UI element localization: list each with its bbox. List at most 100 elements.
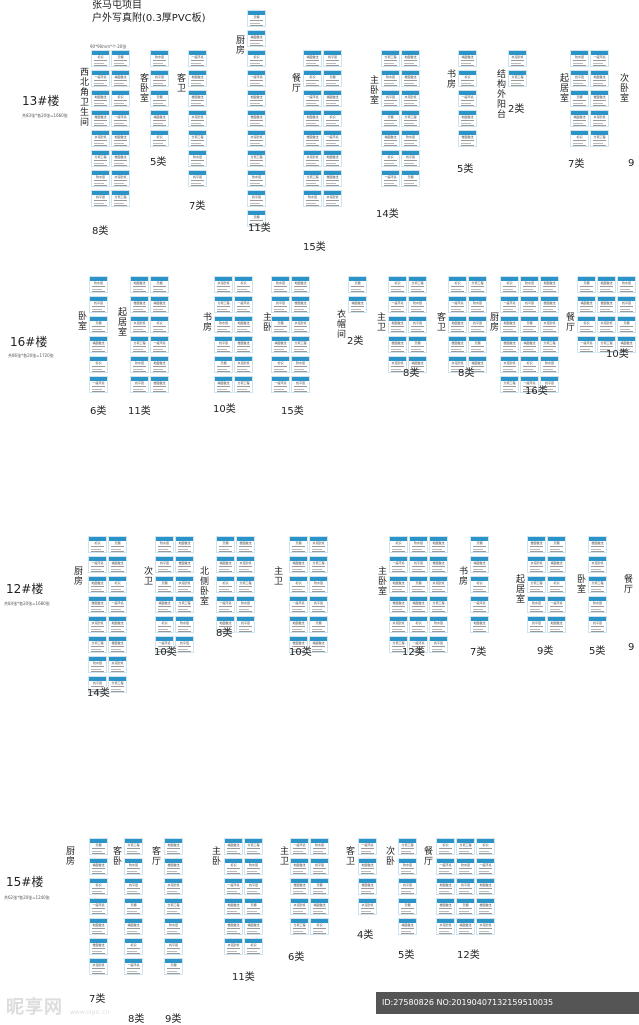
sign-card-header <box>156 597 173 601</box>
sign-card-header <box>112 91 129 95</box>
sign-card-header <box>90 377 107 381</box>
sign-card-title: 水泥砂浆 <box>591 561 604 565</box>
sign-card-text-line <box>153 142 163 144</box>
sign-card-text-line <box>250 182 260 184</box>
sign-card-text-line <box>523 366 536 368</box>
sign-card-text-line <box>237 326 250 328</box>
sign-card-text-line <box>114 104 127 106</box>
sign-card: 楼面做法 <box>91 110 110 127</box>
sign-card-title: 分项工程 <box>111 681 124 685</box>
sign-card-text-line <box>178 626 191 628</box>
sign-card-header <box>89 657 106 661</box>
sign-card: 天棚 <box>617 316 636 333</box>
sign-card-text-line <box>326 142 336 144</box>
sign-card-title: 防水层 <box>574 55 584 59</box>
sign-card-text-line <box>326 140 339 142</box>
sign-card-text-line <box>401 908 414 910</box>
sign-card-text-line <box>114 202 124 204</box>
sign-card: 一般环境 <box>409 636 428 653</box>
sign-card-text-line <box>133 368 143 370</box>
size-note: 90*90mm*个·20张 <box>90 44 127 49</box>
sign-card: 天棚 <box>150 90 169 107</box>
sign-card-title: 分项工程 <box>392 641 405 645</box>
sign-card: 防水层 <box>617 276 636 293</box>
sign-card-text-line <box>111 586 124 588</box>
sign-card-header <box>571 111 588 115</box>
sign-card-title: 地面做法 <box>361 863 374 867</box>
sign-card-title: 一般环境 <box>412 641 425 645</box>
sign-card: 标识 <box>476 838 495 855</box>
room-count: 11类 <box>128 406 151 417</box>
sign-card-text-line <box>543 370 556 372</box>
sign-card-text-line <box>127 950 137 952</box>
room-count: 11类 <box>232 972 255 983</box>
sign-card-text-line <box>361 912 374 914</box>
sign-card: 标识 <box>289 576 308 593</box>
sign-card-text-line <box>114 82 124 84</box>
sign-card-text-line <box>313 912 326 914</box>
sign-card-text-line <box>439 930 449 932</box>
sign-card-header <box>112 71 129 75</box>
sign-card-text-line <box>247 890 257 892</box>
sign-card-text-line <box>591 628 601 630</box>
sign-card-text-line <box>133 310 146 312</box>
sign-card-text-line <box>451 330 464 332</box>
sign-card-text-line <box>326 162 336 164</box>
sign-card-text-line <box>404 162 414 164</box>
sign-card-text-line <box>217 310 230 312</box>
sign-card: 防水层 <box>88 656 107 673</box>
sign-card-text-line <box>153 310 166 312</box>
sign-card-text-line <box>114 164 127 166</box>
sign-card: 防水层 <box>381 70 400 87</box>
sign-card-text-line <box>461 102 471 104</box>
sign-card-text-line <box>384 80 397 82</box>
sign-card-text-line <box>620 330 633 332</box>
sign-card: 分项工程 <box>164 898 183 915</box>
sign-card-text-line <box>401 932 414 934</box>
sign-card: 天棚 <box>348 276 367 293</box>
sign-card: 分项工程 <box>540 336 559 353</box>
sign-card-title: 一般环境 <box>593 55 606 59</box>
sign-card: 防水层 <box>164 918 183 935</box>
sign-card-text-line <box>530 588 540 590</box>
sign-card-text-line <box>114 200 127 202</box>
sign-card-title: 分项工程 <box>312 561 325 565</box>
sign-card-header <box>457 919 474 923</box>
sign-card-text-line <box>250 202 260 204</box>
sign-card-title: 找平层 <box>412 321 422 325</box>
sign-card-title: 分项工程 <box>250 155 263 159</box>
sign-card: 地面做法 <box>88 576 107 593</box>
sign-card-text-line <box>274 350 287 352</box>
room-count: 2类 <box>347 336 364 347</box>
room-count: 11类 <box>248 223 271 234</box>
sign-card-text-line <box>250 124 263 126</box>
sign-card-title: 地面做法 <box>479 883 492 887</box>
sign-card: 楼面做法 <box>429 556 448 573</box>
sign-card-text-line <box>479 870 489 872</box>
sign-card-text-line <box>550 630 563 632</box>
sign-card-text-line <box>111 670 124 672</box>
sign-card-header <box>291 839 308 843</box>
sign-card-text-line <box>473 550 486 552</box>
sign-card-text-line <box>439 852 452 854</box>
sign-card-text-line <box>158 588 168 590</box>
sign-card-text-line <box>158 548 168 550</box>
sign-card-title: 天棚 <box>576 95 583 99</box>
sign-card-title: 墙面做法 <box>412 601 425 605</box>
sign-card-title: 标识 <box>506 281 513 285</box>
sign-card-text-line <box>293 890 303 892</box>
sign-card-text-line <box>511 82 521 84</box>
sign-card-text-line <box>306 122 316 124</box>
sign-card-text-line <box>543 288 553 290</box>
sign-card: 楼面做法 <box>89 938 108 955</box>
sign-card-header <box>359 879 376 883</box>
sign-card-header <box>304 91 321 95</box>
sign-card-title: 水泥砂浆 <box>306 155 319 159</box>
sign-card-text-line <box>326 200 339 202</box>
sign-card-text-line <box>591 608 601 610</box>
sign-card-title: 水泥砂浆 <box>479 923 492 927</box>
sign-card-text-line <box>312 630 325 632</box>
sign-card: 天棚 <box>401 170 420 187</box>
sign-card-header <box>165 919 182 923</box>
sign-card-title: 地面做法 <box>250 95 263 99</box>
